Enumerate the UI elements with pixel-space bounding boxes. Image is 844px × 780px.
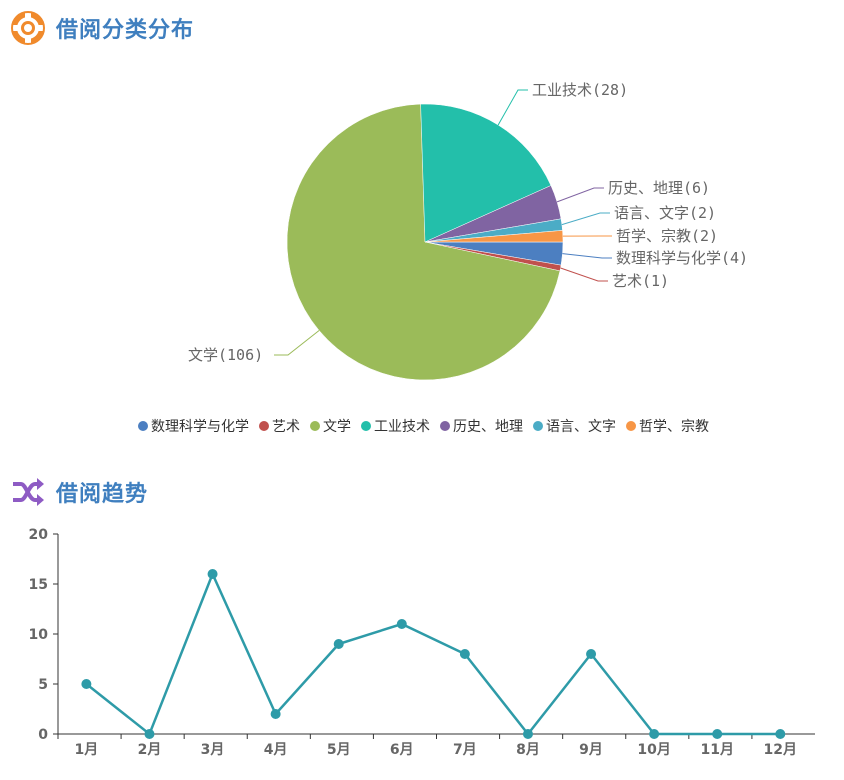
- data-point[interactable]: [712, 729, 723, 739]
- x-tick-label: 10月: [637, 742, 670, 758]
- x-tick-label: 9月: [579, 742, 603, 758]
- lifebuoy-icon: [11, 11, 45, 45]
- x-tick-label: 3月: [201, 742, 225, 758]
- legend-item[interactable]: 艺术: [259, 419, 300, 435]
- legend-label: 工业技术: [374, 419, 430, 435]
- data-point[interactable]: [144, 729, 155, 739]
- legend-item[interactable]: 历史、地理: [440, 419, 523, 435]
- legend-item[interactable]: 数理科学与化学: [138, 419, 249, 435]
- legend-swatch: [533, 421, 543, 431]
- pie-slice-label: 艺术(1): [612, 272, 669, 290]
- y-tick-label: 15: [29, 577, 48, 593]
- line-series: [85, 570, 781, 737]
- pie-slice-label: 语言、文字(2): [614, 204, 716, 222]
- legend-swatch: [361, 421, 371, 431]
- line-chart: 0 5 10 15 20 1月 2月 3月 4月 5月 6月 7月 8月 9月 10月 11月 12月: [29, 527, 815, 758]
- legend-swatch: [440, 421, 450, 431]
- legend-swatch: [310, 421, 320, 431]
- pie-leader-line: [497, 89, 528, 126]
- pie-leader-line: [561, 212, 610, 226]
- x-tick-label: 5月: [327, 742, 351, 758]
- x-tick-label: 12月: [764, 742, 797, 758]
- legend-swatch: [626, 421, 636, 431]
- pie-section-title: 借阅分类分布: [56, 18, 195, 43]
- pie-slice-label: 工业技术(28): [532, 81, 628, 99]
- legend-label: 文学: [323, 419, 351, 435]
- x-tick-label: 1月: [75, 742, 99, 758]
- legend-item[interactable]: 工业技术: [361, 419, 430, 435]
- line-section-header: 借阅趋势: [10, 474, 148, 510]
- data-point[interactable]: [396, 619, 407, 629]
- pie-slice[interactable]: [286, 103, 561, 381]
- data-point[interactable]: [775, 729, 786, 739]
- pie-section-header: 借阅分类分布: [10, 10, 194, 46]
- legend-item[interactable]: 哲学、宗教: [626, 419, 709, 435]
- data-point[interactable]: [586, 649, 597, 659]
- data-point[interactable]: [81, 679, 92, 689]
- pie-slice[interactable]: [420, 103, 552, 243]
- x-tick-label: 4月: [264, 742, 288, 758]
- data-point[interactable]: [333, 639, 344, 649]
- y-tick-label: 20: [29, 527, 49, 543]
- data-point[interactable]: [270, 709, 281, 719]
- pie-leader-line: [274, 330, 320, 356]
- legend-swatch: [259, 421, 269, 431]
- pie-slice-label: 哲学、宗教(2): [616, 227, 718, 245]
- pie-slice-label: 数理科学与化学(4): [616, 249, 748, 267]
- legend-label: 艺术: [272, 419, 300, 435]
- x-tick-label: 6月: [390, 742, 414, 758]
- data-point[interactable]: [522, 729, 533, 739]
- x-tick-label: 8月: [516, 742, 540, 758]
- data-point[interactable]: [649, 729, 660, 739]
- y-tick-label: 10: [29, 627, 49, 643]
- data-point[interactable]: [459, 649, 470, 659]
- pie-leader-line: [556, 187, 604, 203]
- pie-leader-line: [562, 253, 612, 259]
- line-section-title: 借阅趋势: [56, 482, 149, 507]
- legend-label: 语言、文字: [546, 419, 616, 435]
- legend-item[interactable]: 语言、文字: [533, 419, 616, 435]
- y-tick-label: 5: [38, 677, 48, 693]
- legend-label: 数理科学与化学: [151, 419, 249, 435]
- legend-swatch: [138, 421, 148, 431]
- x-tick-label: 2月: [138, 742, 162, 758]
- data-point[interactable]: [207, 569, 218, 579]
- pie-chart: 数理科学与化学(4) 艺术(1) 文学(106) 工业技术(28) 历史、地理(6) 语言…: [138, 81, 748, 435]
- legend-label: 历史、地理: [453, 419, 523, 435]
- x-tick-label: 7月: [453, 742, 477, 758]
- legend-item[interactable]: 文学: [310, 419, 351, 435]
- pie-slice-label: 文学(106): [188, 346, 263, 364]
- pie-slice-label: 历史、地理(6): [608, 179, 710, 197]
- x-tick-label: 11月: [700, 742, 733, 758]
- y-tick-label: 0: [38, 727, 48, 743]
- shuffle-icon: [13, 478, 44, 506]
- pie-leader-line: [560, 267, 608, 282]
- legend-label: 哲学、宗教: [639, 419, 709, 435]
